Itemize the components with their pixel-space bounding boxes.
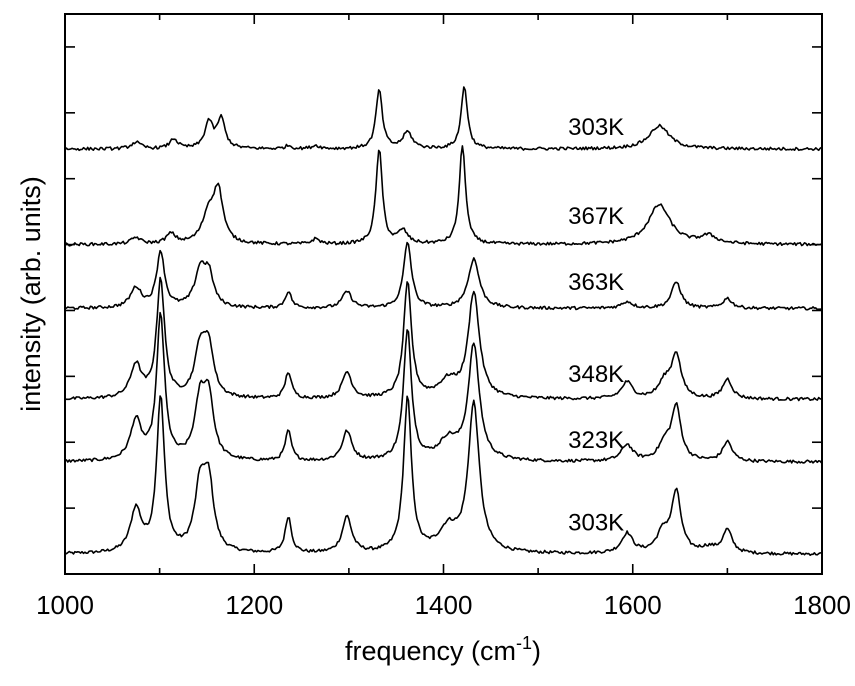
x-tick-label-1: 1200	[225, 590, 283, 620]
spectrum-line-3	[64, 241, 822, 311]
x-tick-label-2: 1400	[415, 590, 473, 620]
temperature-label-0: 303K	[568, 509, 624, 536]
spectrum-line-5	[64, 86, 822, 152]
temperature-label-5: 303K	[568, 114, 624, 141]
temperature-labels: 303K 323K 348K 363K 367K 303K	[568, 114, 624, 536]
temperature-label-2: 348K	[568, 361, 624, 388]
x-axis-title: frequency (cm-1)	[345, 633, 541, 666]
ticks-layer	[64, 14, 823, 575]
spectrum-line-0	[64, 395, 822, 556]
temperature-label-3: 363K	[568, 269, 624, 296]
y-axis-title: intensity (arb. units)	[16, 176, 46, 412]
spectrum-line-1	[64, 311, 823, 464]
plot-frame	[64, 13, 823, 575]
spectrum-line-4	[64, 145, 822, 247]
x-tick-label-4: 1800	[793, 590, 851, 620]
spectra-layer	[64, 86, 823, 556]
temperature-label-1: 323K	[568, 427, 624, 454]
x-tick-label-0: 1000	[36, 590, 94, 620]
spectrum-line-2	[64, 276, 822, 402]
x-tick-label-3: 1600	[604, 590, 662, 620]
x-tick-labels: 1000 1200 1400 1600 1800	[36, 590, 851, 620]
temperature-label-4: 367K	[568, 203, 624, 230]
